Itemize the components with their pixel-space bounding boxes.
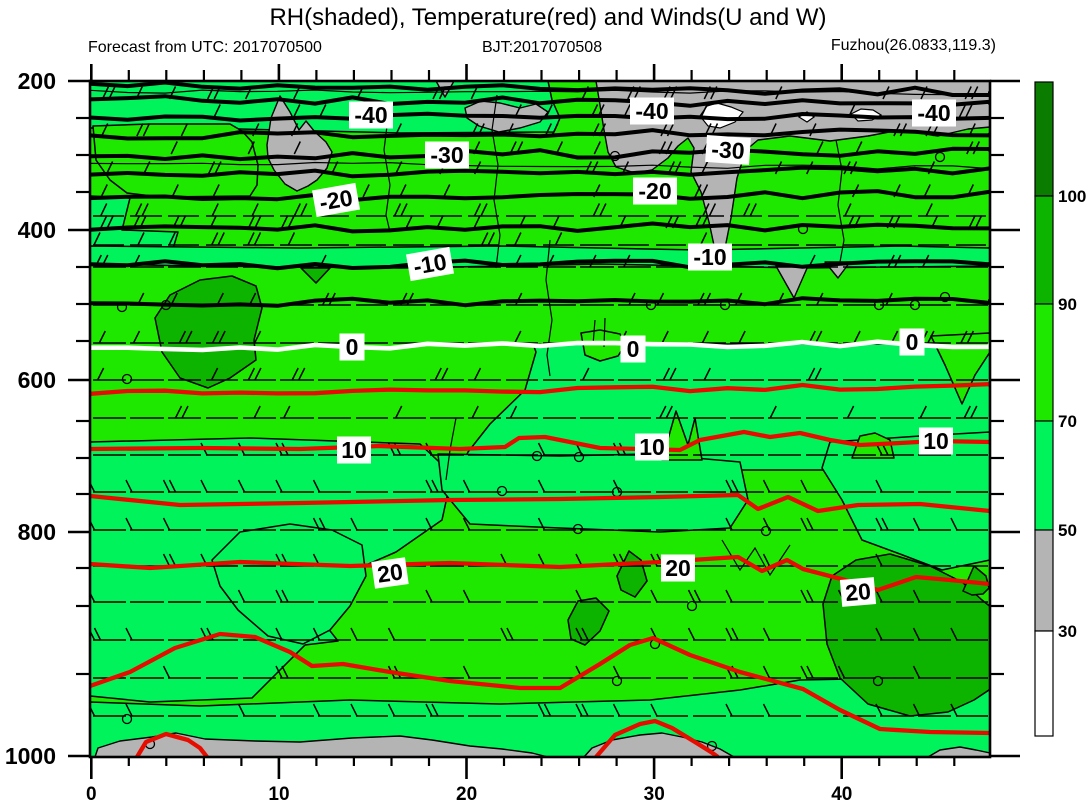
svg-text:10: 10 [923, 428, 949, 454]
svg-text:-30: -30 [430, 142, 463, 168]
svg-text:800: 800 [18, 519, 56, 545]
svg-text:RH(shaded), Temperature(red) a: RH(shaded), Temperature(red) and Winds(U… [269, 4, 826, 31]
svg-text:-40: -40 [635, 98, 668, 124]
svg-text:100: 100 [1058, 187, 1086, 206]
svg-text:BJT:2017070508: BJT:2017070508 [482, 39, 602, 56]
svg-text:0: 0 [86, 784, 97, 805]
svg-text:1000: 1000 [5, 743, 56, 769]
svg-text:10: 10 [268, 784, 289, 805]
svg-text:20: 20 [844, 578, 872, 606]
svg-text:20: 20 [376, 558, 405, 587]
svg-text:20: 20 [456, 784, 477, 805]
svg-text:-20: -20 [638, 178, 671, 204]
svg-text:-10: -10 [693, 244, 726, 270]
svg-text:90: 90 [1058, 295, 1077, 314]
svg-text:-40: -40 [354, 102, 387, 128]
svg-text:200: 200 [18, 68, 56, 94]
svg-text:70: 70 [1058, 412, 1077, 431]
svg-text:-10: -10 [411, 248, 448, 279]
svg-text:30: 30 [644, 784, 665, 805]
svg-text:40: 40 [831, 784, 852, 805]
svg-text:Fuzhou(26.0833,119.3): Fuzhou(26.0833,119.3) [831, 37, 996, 54]
svg-text:Forecast from UTC: 2017070500: Forecast from UTC: 2017070500 [88, 39, 322, 56]
svg-text:10: 10 [341, 437, 367, 463]
svg-text:0: 0 [906, 329, 919, 355]
svg-text:10: 10 [639, 434, 665, 460]
svg-text:30: 30 [1058, 622, 1077, 641]
svg-text:20: 20 [665, 555, 691, 581]
svg-text:-30: -30 [711, 136, 746, 164]
svg-text:0: 0 [346, 334, 359, 360]
svg-text:-40: -40 [917, 100, 950, 126]
svg-text:400: 400 [18, 217, 56, 243]
svg-text:0: 0 [627, 336, 640, 362]
svg-text:-20: -20 [317, 184, 354, 215]
svg-text:50: 50 [1058, 521, 1077, 540]
svg-text:600: 600 [18, 367, 56, 393]
